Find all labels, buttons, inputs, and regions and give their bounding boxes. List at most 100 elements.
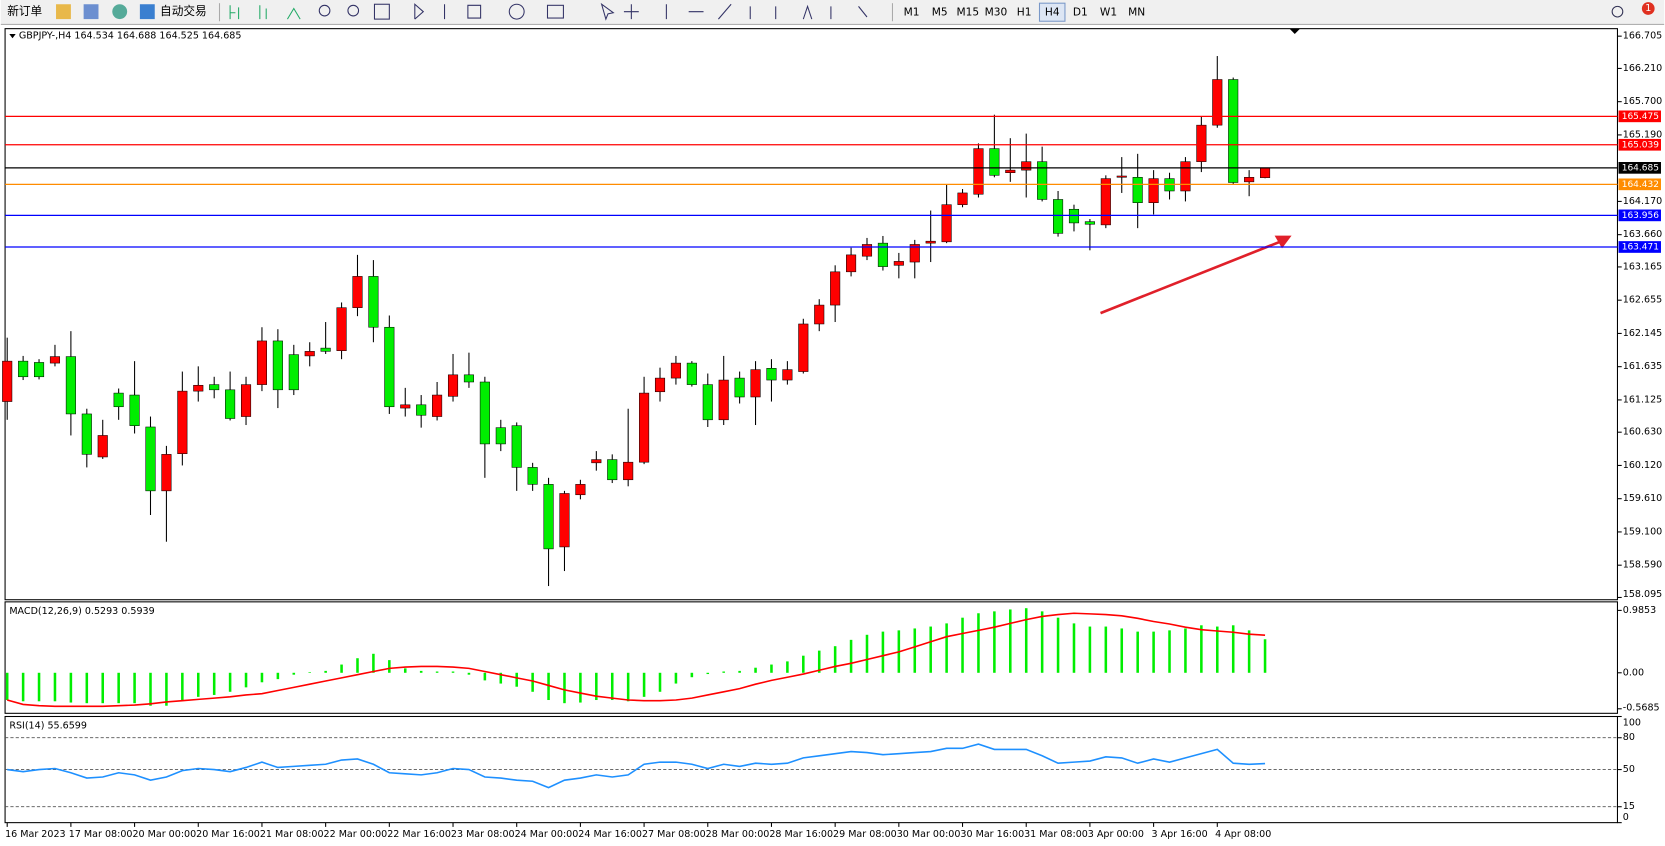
timeframe-button[interactable]: M30 [985, 6, 1008, 19]
chart-tools[interactable] [229, 5, 301, 20]
icon[interactable] [139, 4, 155, 20]
candle-body [416, 404, 427, 416]
timeframe-button[interactable]: H1 [1017, 6, 1032, 19]
price-label-bg [1618, 138, 1661, 151]
y-tick-label: 166.210 [1623, 63, 1662, 74]
histogram-bar [929, 626, 932, 673]
new-order-button[interactable]: 新订单 [7, 4, 42, 18]
histogram-bar [1263, 639, 1267, 673]
annotation-arrowhead [1274, 235, 1292, 249]
x-tick-label: 22 Mar 16:00 [387, 829, 451, 840]
notification-badge[interactable] [1641, 2, 1655, 15]
histogram-bar [451, 671, 455, 673]
icon[interactable] [56, 4, 71, 20]
candle-body [18, 360, 29, 378]
candle-body [161, 454, 172, 492]
plot: 166.705 166.210 165.700 165.190 164.170 163.6… [2, 31, 1662, 840]
y-tick-label: 100 [1623, 717, 1641, 728]
auto-trading-button[interactable]: 自动交易 [160, 4, 207, 18]
histogram-bar [53, 672, 57, 702]
histogram-bar [945, 623, 948, 673]
timeframe-button[interactable]: M5 [932, 6, 948, 19]
histogram-bar [292, 672, 296, 675]
timeframe-button[interactable]: M1 [904, 6, 920, 19]
candle-body [336, 307, 347, 351]
candle-body [861, 244, 873, 257]
timeframe-button[interactable]: MN [1128, 6, 1145, 19]
histogram-bar [85, 672, 89, 704]
x-tick-label: 24 Mar 16:00 [578, 829, 642, 840]
candle-body [1244, 177, 1255, 183]
histogram-bar [849, 639, 853, 673]
candle-body [2, 360, 13, 402]
y-tick-label: 159.100 [1623, 526, 1662, 537]
price-label: 165.475 [1622, 112, 1659, 122]
histogram-bar [37, 672, 41, 702]
price-pane [4, 28, 1618, 601]
candle-body [288, 354, 299, 391]
pane-title: MACD(12,26,9) 0.5293 0.5939 [9, 606, 154, 617]
timeframe-button[interactable]: M15 [957, 6, 980, 19]
timeframe-button[interactable]: W1 [1100, 6, 1117, 19]
y-tick-label: 50 [1623, 764, 1635, 775]
histogram-bar [181, 672, 184, 701]
histogram-bar [101, 672, 105, 704]
x-tick-label: 29 Mar 08:00 [833, 829, 897, 840]
histogram-bar [1024, 608, 1028, 673]
candle-body [750, 369, 761, 398]
x-tick-label: 21 Mar 08:00 [260, 829, 324, 840]
x-tick-label: 4 Apr 08:00 [1215, 829, 1271, 840]
candle-body [877, 242, 888, 267]
histogram-bar [977, 613, 980, 673]
x-tick-label: 20 Mar 00:00 [132, 829, 196, 840]
candle-body [177, 390, 188, 454]
y-tick-label: 158.095 [1623, 589, 1662, 600]
histogram-bar [308, 672, 311, 673]
histogram-bar [579, 672, 582, 703]
candle-body [591, 459, 602, 464]
candle-body [1037, 161, 1048, 200]
x-tick-label: 17 Mar 08:00 [69, 829, 133, 840]
histogram-bar [149, 672, 152, 706]
candle-body [846, 254, 857, 273]
candle-body [1132, 177, 1143, 203]
icon[interactable] [83, 4, 99, 20]
price-label-bg [1618, 241, 1661, 253]
histogram-bar [324, 670, 327, 673]
candle-body [384, 326, 395, 408]
candle-body [1100, 178, 1111, 226]
y-tick-label: 161.125 [1623, 394, 1662, 405]
candle-body [623, 461, 634, 481]
price-label: 164.432 [1622, 180, 1659, 190]
candle-body [1116, 175, 1127, 178]
histogram-bar [1104, 626, 1108, 673]
histogram-bar [786, 661, 789, 673]
candle-body [607, 459, 618, 481]
timeframe-button[interactable]: D1 [1073, 6, 1088, 19]
candle-body [97, 435, 108, 458]
y-tick-label: 80 [1623, 732, 1635, 743]
histogram-bar [1184, 628, 1187, 673]
candle-body [941, 204, 952, 243]
y-tick-label: 162.655 [1623, 295, 1662, 306]
icon[interactable] [112, 4, 128, 20]
candle-body [400, 404, 411, 409]
y-tick-label: 162.145 [1623, 328, 1662, 339]
candle-body [463, 374, 474, 383]
candle-body [718, 379, 729, 421]
histogram-bar [881, 631, 885, 673]
candle-body [782, 369, 793, 381]
histogram-bar [626, 672, 630, 702]
histogram-bar [356, 658, 359, 673]
histogram-bar [1136, 631, 1139, 673]
timeframe-button[interactable]: H4 [1045, 6, 1060, 19]
zoom-tools[interactable] [318, 2, 868, 21]
histogram-bar [1120, 628, 1124, 673]
search-icon[interactable] [1611, 5, 1624, 18]
histogram-bar [515, 672, 518, 687]
candle-body [734, 377, 745, 398]
price-label-bg [1618, 178, 1661, 191]
x-tick-label: 22 Mar 00:00 [324, 829, 388, 840]
